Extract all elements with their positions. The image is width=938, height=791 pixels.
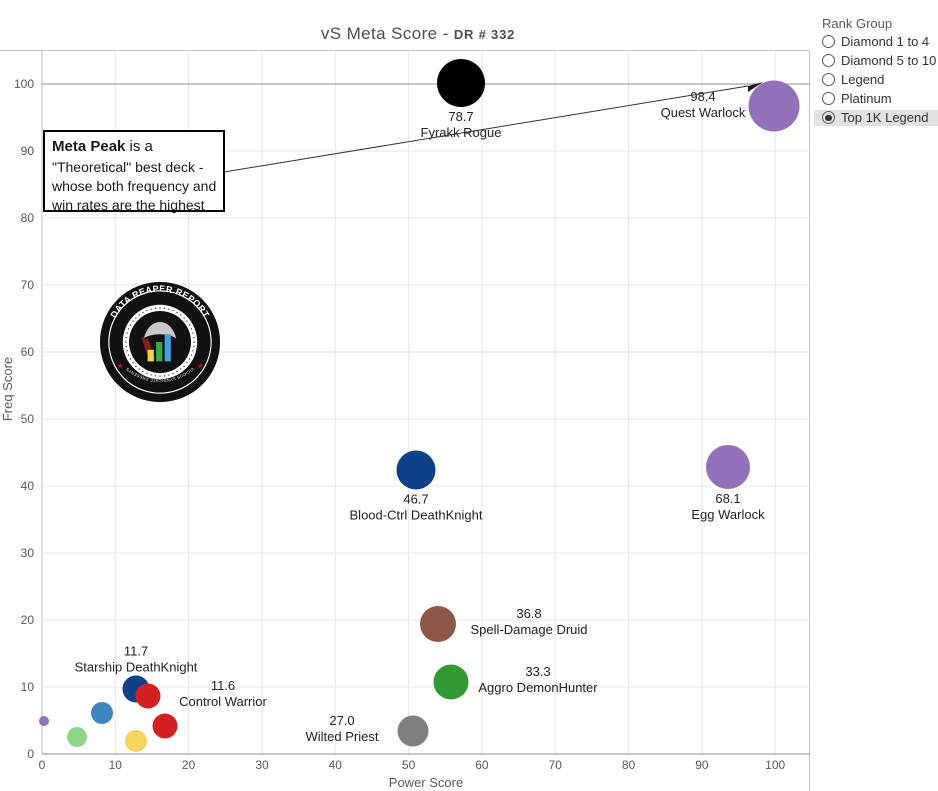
svg-text:10: 10 [109, 758, 123, 772]
svg-text:60: 60 [475, 758, 489, 772]
svg-text:"Theoretical" best deck -: "Theoretical" best deck - [52, 159, 204, 175]
svg-text:win rates are the highest: win rates are the highest [51, 197, 205, 213]
svg-text:Power Score: Power Score [389, 775, 463, 790]
svg-text:Starship DeathKnight: Starship DeathKnight [75, 660, 198, 675]
svg-text:78.7: 78.7 [448, 109, 473, 124]
svg-text:90: 90 [21, 144, 35, 158]
svg-text:27.0: 27.0 [329, 713, 354, 728]
svg-text:whose both frequency and: whose both frequency and [51, 178, 216, 194]
svg-text:60: 60 [21, 345, 35, 359]
svg-text:Spell-Damage Druid: Spell-Damage Druid [470, 622, 587, 637]
svg-text:Blood-Ctrl DeathKnight: Blood-Ctrl DeathKnight [350, 508, 483, 523]
svg-text:100: 100 [765, 758, 785, 772]
svg-text:90: 90 [695, 758, 709, 772]
svg-text:11.7: 11.7 [124, 644, 148, 659]
svg-text:Freq Score: Freq Score [0, 357, 15, 421]
svg-text:11.6: 11.6 [211, 678, 235, 693]
svg-text:98.4: 98.4 [690, 89, 715, 104]
svg-text:80: 80 [622, 758, 636, 772]
svg-text:Control Warrior: Control Warrior [179, 694, 267, 709]
svg-text:Meta Peak is a: Meta Peak is a [52, 138, 154, 155]
svg-text:50: 50 [21, 412, 35, 426]
svg-text:70: 70 [21, 278, 35, 292]
svg-text:30: 30 [21, 546, 35, 560]
svg-text:100: 100 [14, 77, 34, 91]
svg-text:Egg Warlock: Egg Warlock [691, 507, 765, 522]
svg-text:36.8: 36.8 [516, 606, 541, 621]
svg-text:Aggro DemonHunter: Aggro DemonHunter [478, 680, 598, 695]
svg-text:70: 70 [549, 758, 563, 772]
svg-text:Quest Warlock: Quest Warlock [661, 105, 746, 120]
svg-text:20: 20 [21, 613, 35, 627]
svg-text:★: ★ [117, 361, 124, 370]
svg-text:40: 40 [21, 479, 35, 493]
svg-text:40: 40 [329, 758, 343, 772]
svg-text:50: 50 [402, 758, 416, 772]
svg-text:46.7: 46.7 [403, 492, 428, 507]
svg-text:Wilted Priest: Wilted Priest [306, 729, 379, 744]
svg-text:33.3: 33.3 [525, 664, 550, 679]
svg-text:68.1: 68.1 [715, 491, 740, 506]
svg-text:30: 30 [255, 758, 269, 772]
svg-text:80: 80 [21, 211, 35, 225]
svg-text:★: ★ [197, 361, 204, 370]
svg-text:20: 20 [182, 758, 196, 772]
svg-text:0: 0 [39, 758, 46, 772]
svg-text:10: 10 [21, 680, 35, 694]
svg-text:0: 0 [27, 747, 34, 761]
